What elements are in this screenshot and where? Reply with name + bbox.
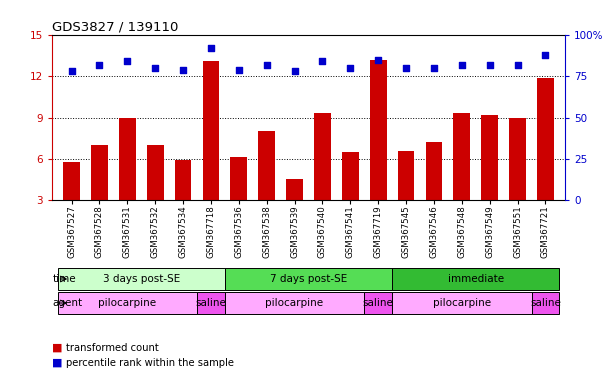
Point — [290, 68, 299, 74]
Text: pilocarpine: pilocarpine — [266, 298, 324, 308]
Bar — [91, 145, 108, 200]
Point — [373, 57, 383, 63]
Point — [318, 58, 327, 65]
Bar — [370, 60, 387, 200]
Bar — [225, 292, 364, 314]
Bar — [398, 151, 414, 200]
Bar — [175, 160, 191, 200]
Bar — [314, 113, 331, 200]
Bar — [119, 118, 136, 200]
Point — [513, 61, 522, 68]
Bar — [509, 118, 526, 200]
Bar — [286, 179, 303, 200]
Bar — [453, 113, 470, 200]
Point — [206, 45, 216, 51]
Text: ■: ■ — [52, 343, 62, 353]
Point — [150, 65, 160, 71]
Point — [178, 66, 188, 73]
Point — [541, 52, 551, 58]
Point — [457, 61, 467, 68]
Point — [345, 65, 355, 71]
Text: GDS3827 / 139110: GDS3827 / 139110 — [52, 21, 178, 34]
Point — [122, 58, 132, 65]
Point — [429, 65, 439, 71]
Text: saline: saline — [363, 298, 393, 308]
Bar — [203, 61, 219, 200]
Text: agent: agent — [53, 298, 82, 308]
Bar — [392, 268, 560, 290]
Bar — [532, 292, 560, 314]
Bar — [258, 131, 275, 200]
Bar — [481, 115, 498, 200]
Point — [262, 61, 271, 68]
Point — [485, 61, 495, 68]
Bar — [225, 268, 392, 290]
Bar — [57, 268, 225, 290]
Bar — [537, 78, 554, 200]
Text: ■: ■ — [52, 358, 62, 368]
Bar — [147, 145, 164, 200]
Point — [95, 61, 104, 68]
Bar — [197, 292, 225, 314]
Text: 7 days post-SE: 7 days post-SE — [270, 274, 347, 284]
Bar — [63, 162, 80, 200]
Text: immediate: immediate — [448, 274, 504, 284]
Bar — [426, 142, 442, 200]
Text: saline: saline — [196, 298, 226, 308]
Text: pilocarpine: pilocarpine — [98, 298, 156, 308]
Bar — [392, 292, 532, 314]
Point — [234, 66, 244, 73]
Bar — [230, 157, 247, 200]
Text: transformed count: transformed count — [66, 343, 159, 353]
Point — [401, 65, 411, 71]
Text: time: time — [53, 274, 76, 284]
Text: percentile rank within the sample: percentile rank within the sample — [66, 358, 234, 368]
Bar — [57, 292, 197, 314]
Text: 3 days post-SE: 3 days post-SE — [103, 274, 180, 284]
Point — [67, 68, 76, 74]
Bar — [364, 292, 392, 314]
Bar — [342, 152, 359, 200]
Text: saline: saline — [530, 298, 561, 308]
Text: pilocarpine: pilocarpine — [433, 298, 491, 308]
